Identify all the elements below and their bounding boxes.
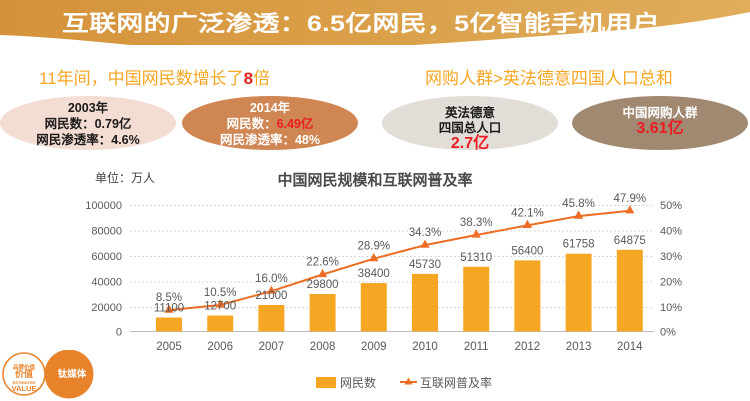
svg-text:40%: 40% (660, 226, 682, 238)
svg-text:2012: 2012 (515, 341, 541, 353)
svg-text:2010: 2010 (412, 341, 438, 353)
svg-text:50%: 50% (660, 200, 682, 212)
svg-text:0%: 0% (660, 327, 676, 339)
svg-text:20000: 20000 (91, 302, 122, 314)
svg-text:28.9%: 28.9% (357, 241, 390, 253)
svg-text:64875: 64875 (614, 235, 646, 247)
svg-text:互联网普及率: 互联网普及率 (420, 375, 492, 390)
svg-text:45730: 45730 (409, 259, 441, 271)
svg-text:2007: 2007 (259, 341, 285, 353)
svg-text:11100: 11100 (154, 303, 184, 315)
svg-text:2008: 2008 (310, 341, 336, 353)
svg-text:VALUE: VALUE (12, 384, 37, 393)
svg-text:网民数: 网民数 (340, 375, 376, 390)
svg-text:10.5%: 10.5% (204, 287, 237, 299)
svg-text:47.9%: 47.9% (613, 193, 646, 205)
svg-text:51310: 51310 (460, 252, 492, 264)
svg-text:10%: 10% (660, 302, 682, 314)
svg-text:2005: 2005 (156, 341, 182, 353)
svg-text:38400: 38400 (358, 268, 390, 280)
svg-text:8.5%: 8.5% (156, 292, 182, 304)
svg-text:38.3%: 38.3% (460, 217, 493, 229)
svg-text:56400: 56400 (511, 245, 543, 257)
svg-text:2013: 2013 (566, 341, 592, 353)
svg-text:42.1%: 42.1% (511, 207, 544, 219)
svg-text:2009: 2009 (361, 341, 387, 353)
svg-text:2006: 2006 (207, 341, 233, 353)
svg-text:钛媒体: 钛媒体 (58, 368, 87, 380)
svg-text:22.6%: 22.6% (306, 257, 339, 269)
svg-text:30%: 30% (660, 251, 682, 263)
svg-text:价值: 价值 (15, 368, 33, 379)
svg-text:80000: 80000 (91, 226, 122, 238)
svg-text:34.3%: 34.3% (409, 227, 442, 239)
svg-text:12700: 12700 (204, 301, 236, 313)
svg-text:21000: 21000 (255, 290, 287, 302)
svg-text:0: 0 (116, 327, 122, 339)
svg-text:100000: 100000 (85, 200, 122, 212)
svg-text:2011: 2011 (464, 341, 489, 353)
svg-text:60000: 60000 (91, 251, 122, 263)
svg-text:29800: 29800 (307, 279, 339, 291)
svg-text:2014: 2014 (617, 341, 643, 353)
svg-text:45.8%: 45.8% (562, 198, 595, 210)
svg-text:61758: 61758 (563, 239, 595, 251)
svg-text:20%: 20% (660, 277, 682, 289)
svg-text:40000: 40000 (91, 277, 122, 289)
svg-text:16.0%: 16.0% (255, 273, 288, 285)
